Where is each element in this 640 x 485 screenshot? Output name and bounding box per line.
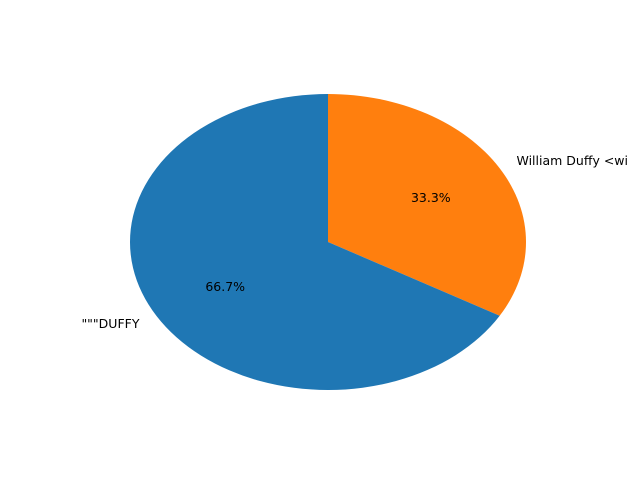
pie-category-label-0: William Duffy <wi — [517, 153, 629, 168]
pie-slice-0 — [328, 94, 526, 316]
pie-slice-1 — [130, 94, 500, 391]
pie-pct-label-1: 66.7% — [205, 279, 245, 294]
pie-category-label-1: """DUFFY — [81, 316, 139, 331]
pie-pct-label-0: 33.3% — [411, 190, 451, 205]
